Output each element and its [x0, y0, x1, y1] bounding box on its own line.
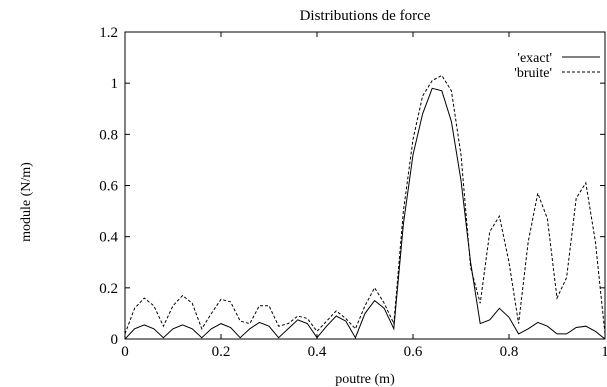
legend: 'exact''bruite' [514, 51, 600, 81]
series-line-0 [124, 87, 606, 340]
x-tick-label: 1 [601, 344, 607, 360]
chart-title: Distributions de force [300, 8, 431, 24]
x-tick-label: 0.8 [500, 344, 519, 360]
y-tick-label: 0.8 [99, 127, 118, 143]
x-axis-label: poutre (m) [335, 372, 395, 387]
y-tick-label: 0 [111, 332, 119, 348]
legend-label-0: 'exact' [517, 51, 552, 66]
y-axis-label: module (N/m) [19, 162, 34, 242]
y-tick-label: 0.4 [99, 230, 118, 246]
legend-label-1: 'bruite' [514, 66, 552, 81]
axis-ticks: 0 0.2 0.4 0.6 0.8 1 0 0.2 0.4 0.6 0.8 1 1.2 [99, 25, 607, 360]
y-tick-label: 0.6 [99, 179, 118, 195]
x-tick-label: 0.4 [308, 344, 327, 360]
y-tick-label: 1.2 [99, 25, 118, 41]
x-tick-label: 0.6 [404, 344, 423, 360]
series-line-1 [124, 74, 606, 335]
y-tick-label: 1 [111, 76, 119, 92]
series-layer [124, 74, 606, 340]
x-tick-label: 0.2 [212, 344, 231, 360]
y-tick-label: 0.2 [99, 281, 118, 297]
x-tick-label: 0 [121, 344, 129, 360]
